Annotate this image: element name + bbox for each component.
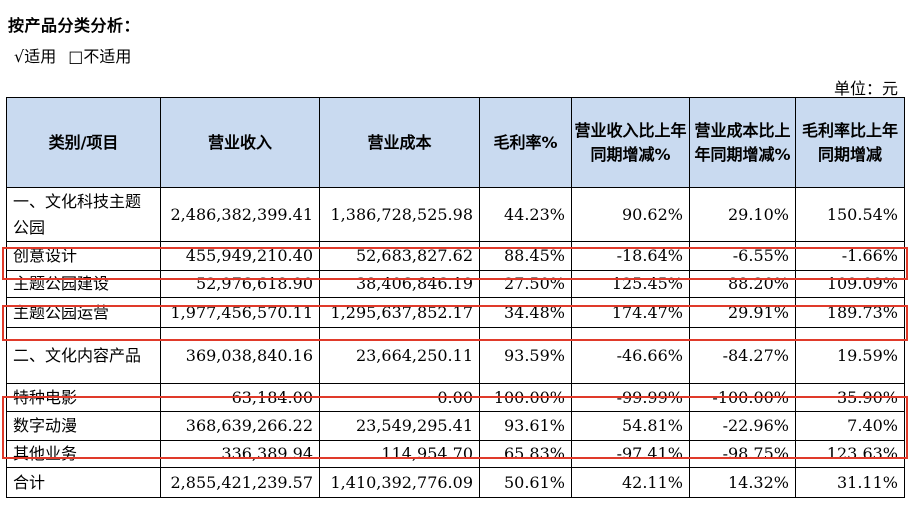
category-cell: 其他业务 — [6, 440, 161, 468]
margin-change-cell: 31.11% — [795, 467, 905, 498]
cost-change-cell: -84.27% — [689, 327, 796, 384]
column-header: 毛利率% — [479, 97, 572, 188]
cost-cell: 1,295,637,852.17 — [319, 297, 480, 328]
table-row: 一、文化科技主题公园 2,486,382,399.41 1,386,728,52… — [6, 187, 905, 242]
cost-change-cell: 88.20% — [689, 270, 796, 298]
gross-margin-cell: 50.61% — [479, 467, 572, 498]
cost-cell: 23,549,295.41 — [319, 411, 480, 441]
section-heading: 按产品分类分析： — [8, 16, 141, 35]
margin-change-cell: 35.90% — [795, 383, 905, 412]
table-row: 其他业务 336,389.94 114,954.70 65.83% -97.41… — [6, 440, 905, 468]
margin-change-cell: 189.73% — [795, 297, 905, 328]
revenue-change-cell: 42.11% — [571, 467, 690, 498]
revenue-cell: 336,389.94 — [160, 440, 320, 468]
gross-margin-cell: 93.61% — [479, 411, 572, 441]
table-row: 合计 2,855,421,239.57 1,410,392,776.09 50.… — [6, 467, 905, 498]
gross-margin-cell: 100.00% — [479, 383, 572, 412]
cost-change-cell: 29.91% — [689, 297, 796, 328]
revenue-cell: 2,855,421,239.57 — [160, 467, 320, 498]
gross-margin-cell: 93.59% — [479, 327, 572, 384]
revenue-cell: 1,977,456,570.11 — [160, 297, 320, 328]
revenue-change-cell: -97.41% — [571, 440, 690, 468]
cost-change-cell: 29.10% — [689, 187, 796, 242]
revenue-change-cell: 54.81% — [571, 411, 690, 441]
table-row: 数字动漫 368,639,266.22 23,549,295.41 93.61%… — [6, 411, 905, 441]
column-header: 类别/项目 — [6, 97, 161, 188]
margin-change-cell: 150.54% — [795, 187, 905, 242]
table-row: 主题公园运营 1,977,456,570.11 1,295,637,852.17… — [6, 297, 905, 328]
category-cell: 创意设计 — [6, 241, 161, 271]
cost-cell: 1,410,392,776.09 — [319, 467, 480, 498]
category-cell: 一、文化科技主题公园 — [6, 187, 161, 242]
revenue-change-cell: -46.66% — [571, 327, 690, 384]
column-header: 营业收入比上年同期增减% — [571, 97, 690, 188]
revenue-cell: 2,486,382,399.41 — [160, 187, 320, 242]
column-header: 营业收入 — [160, 97, 320, 188]
revenue-cell: 63,184.00 — [160, 383, 320, 412]
gross-margin-cell: 65.83% — [479, 440, 572, 468]
table-row: 二、文化内容产品 369,038,840.16 23,664,250.11 93… — [6, 327, 905, 384]
cost-cell: 0.00 — [319, 383, 480, 412]
margin-change-cell: 7.40% — [795, 411, 905, 441]
unit-label: 单位：元 — [833, 79, 898, 98]
cost-change-cell: -6.55% — [689, 241, 796, 271]
category-cell: 特种电影 — [6, 383, 161, 412]
cost-cell: 114,954.70 — [319, 440, 480, 468]
cost-cell: 1,386,728,525.98 — [319, 187, 480, 242]
cost-cell: 23,664,250.11 — [319, 327, 480, 384]
category-cell: 主题公园运营 — [6, 297, 161, 328]
revenue-cell: 369,038,840.16 — [160, 327, 320, 384]
revenue-change-cell: -18.64% — [571, 241, 690, 271]
applicability-options: √适用 □不适用 — [14, 43, 131, 67]
cost-change-cell: -100.00% — [689, 383, 796, 412]
table-row: 创意设计 455,949,210.40 52,683,827.62 88.45%… — [6, 241, 905, 271]
margin-change-cell: 109.09% — [795, 270, 905, 298]
category-cell: 主题公园建设 — [6, 270, 161, 298]
column-header: 毛利率比上年同期增减 — [795, 97, 905, 188]
margin-change-cell: 19.59% — [795, 327, 905, 384]
revenue-change-cell: -99.99% — [571, 383, 690, 412]
revenue-cell: 52,976,618.90 — [160, 270, 320, 298]
gross-margin-cell: 88.45% — [479, 241, 572, 271]
not-applies-option: □不适用 — [68, 47, 132, 66]
cost-change-cell: 14.32% — [689, 467, 796, 498]
margin-change-cell: 123.63% — [795, 440, 905, 468]
cost-cell: 52,683,827.62 — [319, 241, 480, 271]
category-cell: 合计 — [6, 467, 161, 498]
category-cell: 数字动漫 — [6, 411, 161, 441]
product-analysis-table: 类别/项目 营业收入 营业成本 毛利率% 营业收入比上年同期增减% 营业成本比上… — [6, 97, 905, 498]
margin-change-cell: -1.66% — [795, 241, 905, 271]
revenue-change-cell: 90.62% — [571, 187, 690, 242]
table-row: 主题公园建设 52,976,618.90 38,406,846.19 27.50… — [6, 270, 905, 298]
revenue-change-cell: 125.45% — [571, 270, 690, 298]
revenue-change-cell: 174.47% — [571, 297, 690, 328]
column-header: 营业成本 — [319, 97, 480, 188]
table-row: 特种电影 63,184.00 0.00 100.00% -99.99% -100… — [6, 383, 905, 412]
revenue-cell: 368,639,266.22 — [160, 411, 320, 441]
gross-margin-cell: 27.50% — [479, 270, 572, 298]
column-header: 营业成本比上年同期增减% — [689, 97, 796, 188]
revenue-cell: 455,949,210.40 — [160, 241, 320, 271]
cost-change-cell: -22.96% — [689, 411, 796, 441]
cost-change-cell: -98.75% — [689, 440, 796, 468]
gross-margin-cell: 44.23% — [479, 187, 572, 242]
table-header-row: 类别/项目 营业收入 营业成本 毛利率% 营业收入比上年同期增减% 营业成本比上… — [6, 97, 905, 188]
category-cell: 二、文化内容产品 — [6, 327, 161, 384]
cost-cell: 38,406,846.19 — [319, 270, 480, 298]
applies-option: √适用 — [14, 47, 57, 66]
gross-margin-cell: 34.48% — [479, 297, 572, 328]
